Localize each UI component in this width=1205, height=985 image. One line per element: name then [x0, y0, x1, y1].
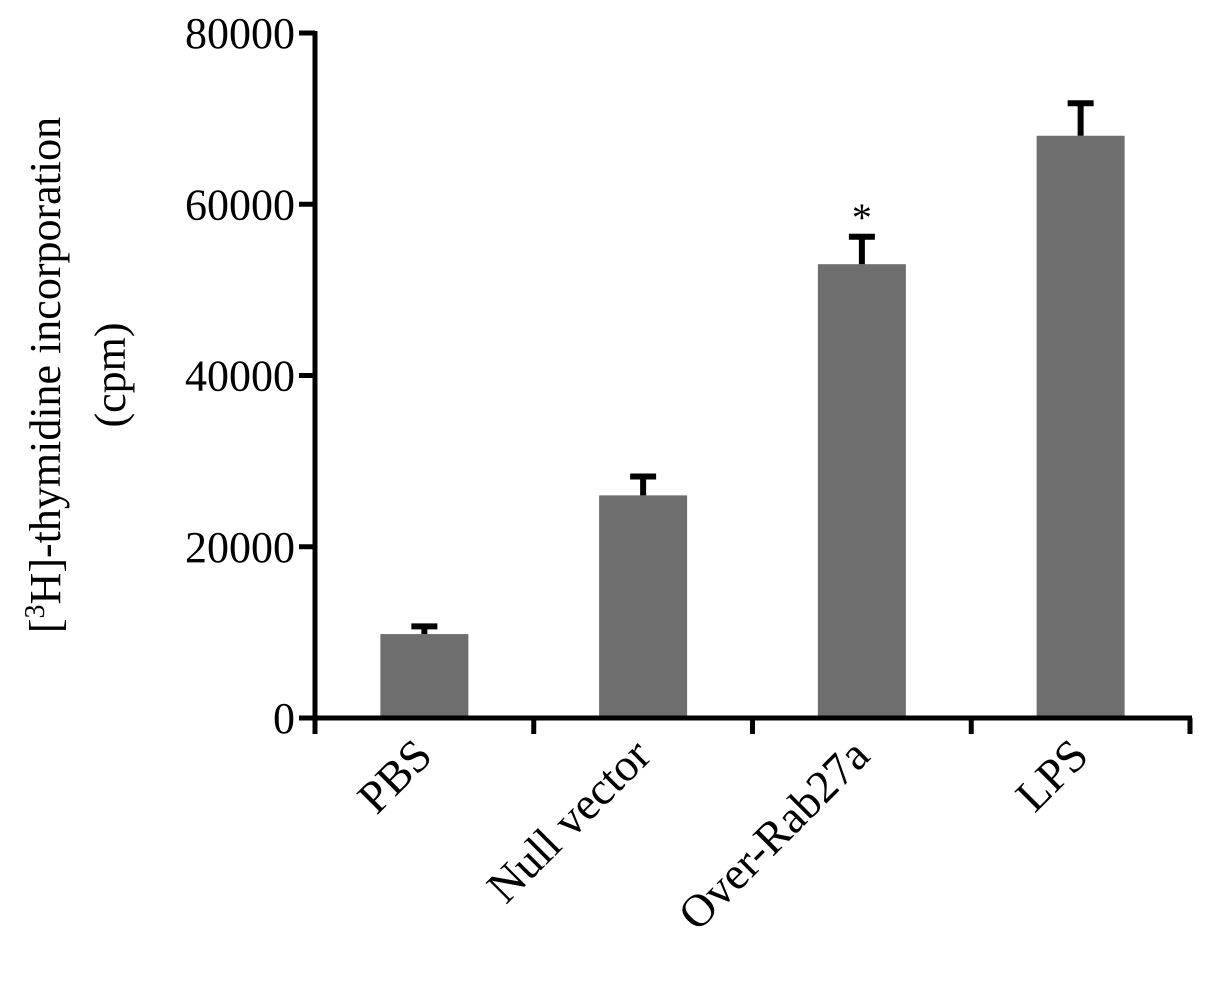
bar — [1036, 135, 1125, 718]
x-tick-label: PBS — [348, 729, 442, 823]
y-axis-label-unit: (cpm) — [86, 322, 135, 427]
y-axis-label-superscript: 3 — [20, 604, 51, 618]
x-tick-label: Over-Rab27a — [668, 729, 879, 940]
y-axis-label-main: H]-thymidine incorporation — [21, 117, 70, 605]
bars-layer — [380, 135, 1125, 718]
annotations-layer: * — [852, 195, 872, 240]
y-tick-label: 40000 — [185, 352, 295, 401]
y-axis-label-prefix: [ — [21, 618, 70, 633]
x-ticks-layer: PBS Null vector Over-Rab27a LPS — [348, 718, 1193, 940]
y-tick-label: 20000 — [185, 523, 295, 572]
y-tick-label: 60000 — [185, 180, 295, 229]
bar — [817, 264, 906, 718]
error-bars-layer — [411, 100, 1094, 635]
bar — [599, 495, 688, 718]
significance-marker: * — [852, 195, 872, 240]
svg-text:[3H]-thymidine incorporation: [3H]-thymidine incorporation — [20, 117, 70, 633]
bar — [380, 634, 469, 718]
x-tick-label: LPS — [1006, 729, 1098, 821]
y-tick-label: 0 — [273, 694, 295, 743]
y-tick-label: 80000 — [185, 9, 295, 58]
x-tick-label: Null vector — [477, 729, 660, 912]
y-ticks-layer: 0 20000 40000 60000 80000 — [185, 9, 315, 743]
y-axis-label: [3H]-thymidine incorporation (cpm) — [20, 117, 135, 633]
